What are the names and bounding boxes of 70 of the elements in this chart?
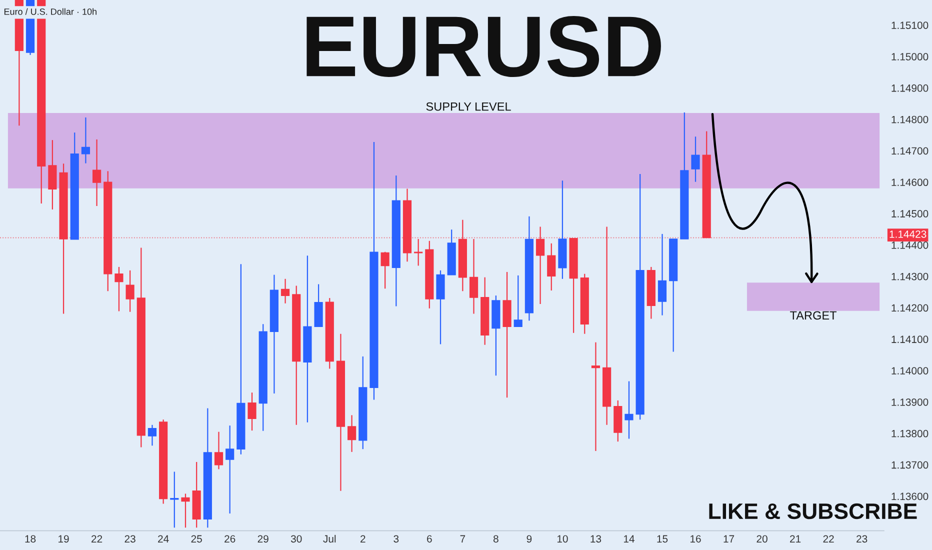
- candlestick: [181, 493, 190, 528]
- x-tick-label: 7: [460, 535, 466, 542]
- x-tick-label: 30: [290, 535, 302, 543]
- candlestick: [81, 116, 90, 164]
- candlestick: [691, 136, 700, 182]
- candlestick: [658, 233, 667, 316]
- x-tick-label: 23: [124, 535, 136, 543]
- text: Euro / U.S. Dollar · 10h: [4, 8, 96, 15]
- x-tick-label: 29: [258, 535, 268, 543]
- x-tick-label: 13: [590, 535, 602, 543]
- y-tick-label: 1.14600: [892, 178, 928, 186]
- x-tick-label: 16: [690, 535, 701, 543]
- candlestick: [624, 380, 634, 440]
- y-tick-label: 1.15000: [892, 53, 928, 60]
- candlestick: [48, 140, 57, 210]
- y-tick-label: 1.14900: [892, 84, 928, 92]
- candlestick: [514, 274, 522, 328]
- y-tick-label: 1.14200: [892, 304, 928, 312]
- candlestick: [226, 424, 234, 514]
- x-tick-label: 19: [58, 535, 69, 543]
- x-tick-label: 2: [360, 535, 366, 542]
- candlestick: [92, 138, 102, 207]
- candlestick: [248, 392, 256, 432]
- y-tick-label: 1.14000: [892, 367, 928, 374]
- y-tick-label: 1.14800: [892, 116, 928, 124]
- ref-line-label: 1.14423: [890, 230, 926, 238]
- x-tick-label: 9: [526, 535, 532, 543]
- y-tick-label: 1.13900: [892, 398, 928, 406]
- candlestick: [148, 424, 157, 446]
- candlestick: [114, 266, 124, 312]
- x-tick-label: 22: [92, 535, 102, 542]
- band-label: TARGET: [790, 311, 837, 320]
- candlestick: [591, 342, 600, 452]
- x-tick-label: 22: [823, 535, 834, 542]
- x-tick-label: 8: [493, 535, 498, 543]
- x-tick-label: 23: [856, 535, 868, 543]
- candlestick: [214, 431, 224, 470]
- annotation: LIKE & SUBSCRIBE: [709, 503, 917, 520]
- candlestick: [380, 251, 390, 290]
- x-tick-label: 10: [557, 535, 568, 543]
- candlestick: [348, 414, 356, 452]
- y-tick-label: 1.13700: [892, 461, 928, 469]
- y-tick-label: 1.14100: [892, 336, 928, 344]
- y-tick-label: 1.13600: [892, 492, 928, 500]
- candlestick: [280, 278, 290, 304]
- x-tick-label: 6: [427, 535, 432, 543]
- candlestick: [170, 471, 179, 528]
- x-tick-label: Jul: [323, 534, 336, 543]
- y-tick-label: 1.14300: [892, 272, 928, 280]
- band-label: SUPPLY LEVEL: [426, 102, 511, 111]
- x-tick-label: 3: [394, 535, 399, 543]
- candlestick: [469, 238, 478, 314]
- x-tick-label: 26: [224, 535, 236, 543]
- y-tick-label: 1.14400: [892, 241, 928, 249]
- y-tick-label: 1.13800: [892, 430, 928, 438]
- x-tick-label: 25: [191, 535, 202, 543]
- x-tick-label: 18: [25, 535, 36, 543]
- x-tick-label: 21: [790, 535, 801, 542]
- x-tick-label: 17: [724, 535, 734, 542]
- chart-title: EURUSD: [306, 16, 661, 77]
- x-tick-label: 14: [624, 535, 634, 542]
- x-tick-label: 20: [756, 535, 768, 543]
- y-tick-label: 1.14700: [892, 147, 928, 155]
- y-tick-label: 1.15100: [892, 22, 928, 29]
- x-tick-label: 15: [657, 535, 668, 543]
- candlestick: [536, 226, 545, 305]
- candlestick: [547, 242, 556, 292]
- y-tick-label: 1.14500: [892, 210, 928, 218]
- candlestick: [126, 270, 134, 312]
- x-tick-label: 24: [158, 535, 169, 542]
